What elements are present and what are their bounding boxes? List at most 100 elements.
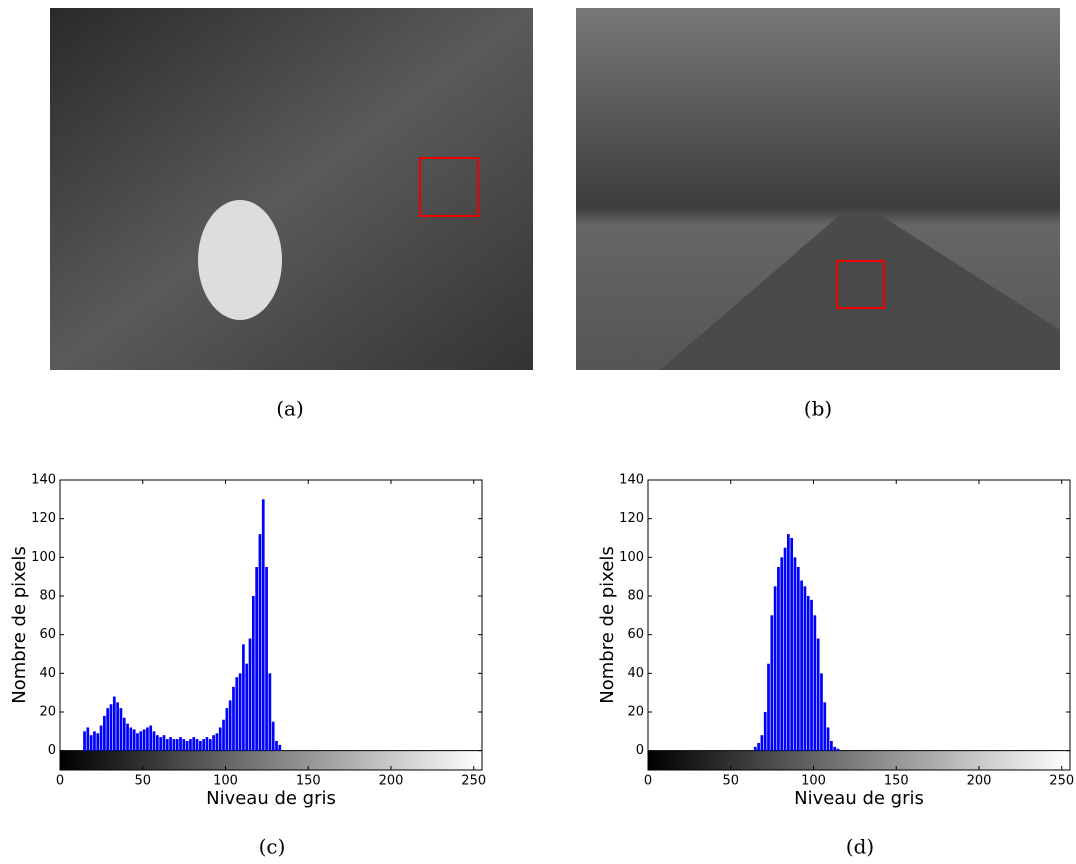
bar xyxy=(777,567,780,751)
bar xyxy=(212,735,215,751)
bar xyxy=(93,731,96,751)
bar xyxy=(139,731,143,751)
bar xyxy=(96,733,100,751)
bar xyxy=(172,739,176,751)
axes-box xyxy=(647,479,1071,771)
bar xyxy=(248,638,252,751)
bar xyxy=(146,727,149,751)
bar xyxy=(169,737,172,751)
bar xyxy=(816,638,820,751)
bar xyxy=(830,741,833,751)
bar xyxy=(823,702,827,751)
bar xyxy=(175,739,179,751)
y-axis-label: Nombre de pixels xyxy=(597,546,618,703)
bar xyxy=(261,499,265,751)
bar xyxy=(780,557,784,751)
bar xyxy=(136,733,139,751)
bar xyxy=(205,737,209,751)
photo-a xyxy=(50,8,533,370)
bar xyxy=(767,663,770,751)
bar xyxy=(189,739,192,751)
bar xyxy=(225,708,229,751)
bar xyxy=(278,744,282,751)
bar xyxy=(215,733,219,751)
bar xyxy=(165,739,169,751)
y-tick-label: 80 xyxy=(39,589,56,604)
bar xyxy=(222,719,225,751)
y-tick-label: 120 xyxy=(31,511,56,526)
bar xyxy=(810,599,813,751)
x-tick-label: 50 xyxy=(722,774,739,789)
x-tick-label: 100 xyxy=(213,774,238,789)
y-tick-label: 60 xyxy=(627,627,644,642)
road xyxy=(660,215,1060,370)
bar xyxy=(242,644,245,751)
y-tick-label: 40 xyxy=(627,666,644,681)
bar xyxy=(826,727,830,751)
bar xyxy=(251,596,255,751)
x-tick-label: 250 xyxy=(1049,774,1074,789)
x-tick-label: 150 xyxy=(884,774,909,789)
y-axis-label: Nombre de pixels xyxy=(9,546,30,703)
bar xyxy=(129,727,133,751)
bar xyxy=(255,567,258,751)
bar xyxy=(833,746,837,751)
x-tick-label: 250 xyxy=(461,774,486,789)
bar xyxy=(99,725,103,751)
bar xyxy=(763,712,767,751)
y-tick-label: 0 xyxy=(48,743,56,758)
bar xyxy=(116,702,119,751)
bar xyxy=(228,700,232,751)
bar xyxy=(89,735,93,751)
caption: (a) xyxy=(276,397,304,421)
x-tick-label: 200 xyxy=(379,774,404,789)
bar xyxy=(790,538,794,751)
caption: (d) xyxy=(846,835,874,859)
bar xyxy=(773,586,777,751)
y-tick-label: 140 xyxy=(619,473,644,488)
y-tick-label: 140 xyxy=(31,473,56,488)
gray-scale-bar xyxy=(60,750,482,770)
bar xyxy=(258,534,262,751)
bar xyxy=(126,723,129,751)
bar xyxy=(112,696,116,751)
bar xyxy=(235,677,239,751)
bar xyxy=(86,727,90,751)
bar xyxy=(813,615,817,751)
y-tick-label: 20 xyxy=(39,705,56,720)
x-tick-label: 100 xyxy=(801,774,826,789)
y-tick-label: 0 xyxy=(636,743,644,758)
roi-box xyxy=(836,260,885,309)
bar xyxy=(149,725,153,751)
bar xyxy=(159,737,163,751)
bar xyxy=(83,731,86,751)
x-tick-label: 0 xyxy=(56,774,64,789)
bar xyxy=(793,557,797,751)
y-tick-label: 100 xyxy=(619,550,644,565)
bar xyxy=(122,717,126,751)
bar xyxy=(109,704,113,751)
bar xyxy=(119,708,123,751)
x-axis-label: Niveau de gris xyxy=(794,788,924,809)
bar xyxy=(760,735,764,751)
bar xyxy=(757,742,760,751)
y-tick-label: 20 xyxy=(627,705,644,720)
x-tick-label: 0 xyxy=(644,774,652,789)
bar xyxy=(820,673,823,751)
bar xyxy=(232,686,235,751)
caption: (c) xyxy=(259,835,286,859)
bar xyxy=(271,721,275,751)
y-tick-label: 120 xyxy=(619,511,644,526)
x-tick-label: 150 xyxy=(296,774,321,789)
y-tick-label: 100 xyxy=(31,550,56,565)
bar xyxy=(268,673,272,751)
bar xyxy=(155,735,159,751)
bar xyxy=(275,741,278,751)
bar xyxy=(836,748,840,751)
y-tick-label: 40 xyxy=(39,666,56,681)
bar xyxy=(265,567,268,751)
caption: (b) xyxy=(804,397,832,421)
bar xyxy=(179,737,182,751)
